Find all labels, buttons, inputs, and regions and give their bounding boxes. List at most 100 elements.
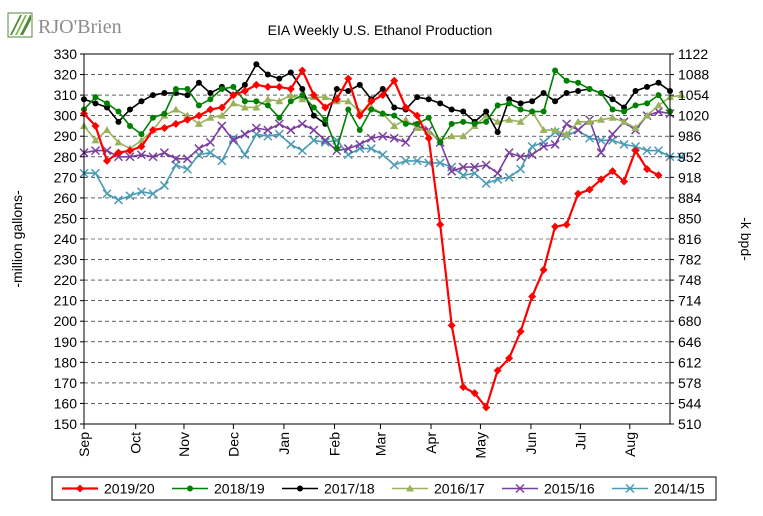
data-point bbox=[516, 152, 526, 162]
y-tick-label: 180 bbox=[54, 354, 78, 370]
data-point bbox=[563, 77, 570, 84]
data-point bbox=[391, 104, 398, 111]
data-point bbox=[653, 146, 664, 156]
logo-stripe-1 bbox=[10, 15, 22, 35]
data-point bbox=[527, 141, 537, 152]
data-point bbox=[378, 131, 388, 141]
data-point bbox=[149, 92, 156, 99]
data-point bbox=[264, 71, 271, 78]
y2-tick-label: 1054 bbox=[678, 87, 709, 103]
data-point bbox=[126, 122, 133, 129]
data-point bbox=[138, 131, 145, 138]
data-point bbox=[471, 120, 478, 127]
data-point bbox=[539, 137, 549, 147]
data-point bbox=[505, 354, 514, 363]
data-point bbox=[632, 102, 639, 109]
data-point bbox=[309, 91, 318, 100]
data-point bbox=[182, 154, 192, 164]
data-point bbox=[229, 91, 238, 100]
y2-tick-label: 1088 bbox=[678, 67, 709, 83]
data-point bbox=[654, 171, 663, 180]
data-point bbox=[414, 120, 421, 127]
data-point bbox=[562, 119, 572, 129]
data-point bbox=[137, 142, 146, 151]
data-point bbox=[483, 118, 490, 125]
legend-label: 2018/19 bbox=[214, 481, 265, 497]
data-point bbox=[504, 172, 514, 182]
data-point bbox=[573, 125, 583, 135]
data-point bbox=[274, 129, 284, 139]
data-point bbox=[424, 134, 433, 143]
data-point bbox=[413, 111, 422, 120]
data-point bbox=[195, 79, 202, 86]
data-point bbox=[194, 119, 203, 127]
data-point bbox=[483, 108, 490, 115]
data-point bbox=[263, 125, 273, 135]
y-tick-label: 310 bbox=[54, 87, 78, 103]
data-point bbox=[171, 119, 180, 128]
legend-label: 2017/18 bbox=[324, 481, 375, 497]
data-point bbox=[217, 156, 227, 166]
data-point bbox=[458, 170, 468, 180]
data-point bbox=[621, 104, 628, 111]
x-tick-label: Mar bbox=[372, 432, 388, 456]
data-point bbox=[437, 100, 444, 107]
data-point bbox=[366, 133, 376, 143]
data-point bbox=[217, 103, 226, 112]
data-point bbox=[159, 148, 169, 158]
data-point bbox=[494, 102, 501, 109]
data-point bbox=[287, 69, 294, 76]
data-point bbox=[517, 106, 524, 113]
data-point bbox=[114, 148, 123, 157]
legend-swatch-marker bbox=[406, 484, 414, 492]
data-point bbox=[644, 100, 651, 107]
data-point bbox=[240, 129, 250, 139]
data-point bbox=[276, 114, 283, 121]
data-point bbox=[205, 148, 215, 158]
data-point bbox=[241, 98, 248, 105]
data-point bbox=[539, 141, 549, 152]
data-point bbox=[149, 114, 156, 121]
data-point bbox=[482, 403, 491, 412]
data-point bbox=[322, 116, 329, 123]
data-point bbox=[389, 160, 399, 170]
data-point bbox=[574, 189, 583, 198]
data-point bbox=[286, 84, 295, 93]
data-point bbox=[425, 96, 432, 103]
y2-tick-label: 714 bbox=[678, 293, 702, 309]
data-point bbox=[274, 119, 284, 129]
data-point bbox=[206, 113, 215, 121]
rjobrien-logo: RJO'Brien bbox=[7, 12, 122, 38]
y-tick-label: 290 bbox=[54, 128, 78, 144]
data-point bbox=[563, 90, 570, 97]
data-point bbox=[184, 92, 191, 99]
data-point bbox=[642, 146, 652, 156]
x-tick-label: Jan bbox=[276, 432, 292, 455]
data-point bbox=[552, 98, 559, 105]
legend-box bbox=[51, 476, 717, 501]
data-point bbox=[655, 92, 662, 99]
data-point bbox=[562, 130, 571, 138]
logo-stripe-2 bbox=[15, 15, 27, 35]
data-point bbox=[412, 156, 422, 166]
data-point bbox=[161, 90, 168, 97]
data-point bbox=[379, 110, 386, 117]
data-point bbox=[529, 98, 536, 105]
data-point bbox=[320, 135, 330, 145]
legend-swatch-marker bbox=[76, 484, 84, 493]
data-point bbox=[632, 88, 639, 94]
data-point bbox=[390, 76, 399, 85]
data-point bbox=[401, 156, 411, 166]
logo-stripe-3 bbox=[20, 15, 31, 35]
data-point bbox=[550, 139, 560, 149]
brand-name: RJO'Brien bbox=[38, 16, 122, 38]
y-tick-label: 280 bbox=[54, 149, 78, 165]
data-point bbox=[195, 102, 202, 109]
data-point bbox=[229, 99, 238, 107]
data-point bbox=[276, 75, 283, 82]
y-tick-label: 260 bbox=[54, 190, 78, 206]
legend-item-2018-19: 2018/19 bbox=[172, 481, 265, 497]
data-point bbox=[115, 108, 122, 115]
y-tick-label: 190 bbox=[54, 334, 78, 350]
